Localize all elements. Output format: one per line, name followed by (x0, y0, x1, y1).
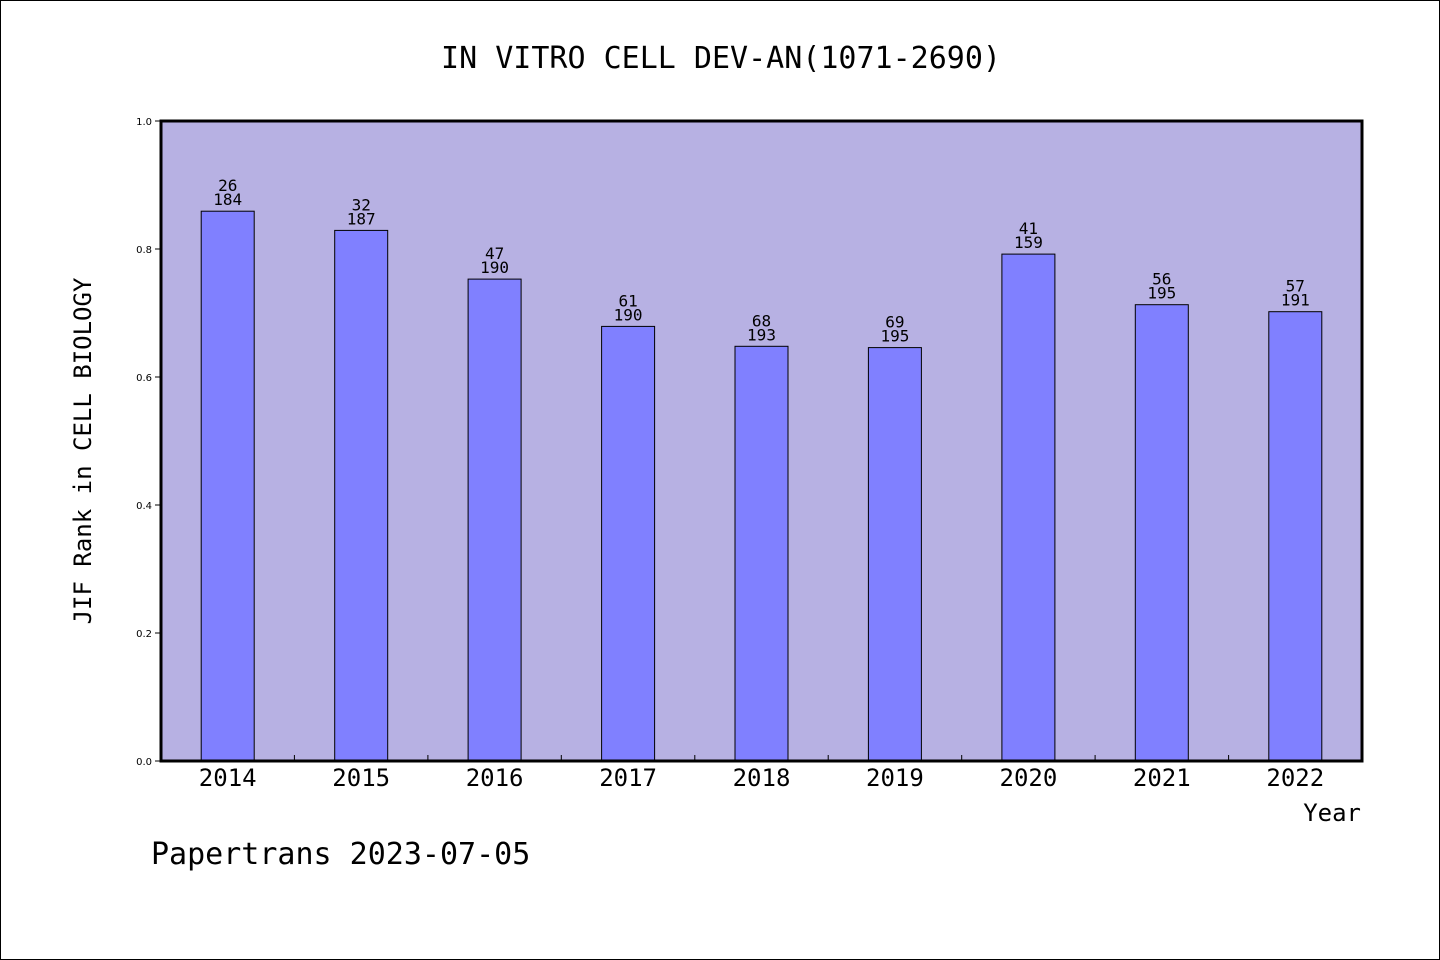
y-tick-label: 0.8 (136, 245, 152, 256)
bar-2017 (601, 325, 656, 762)
bar-label-rank: 56 (1152, 270, 1171, 289)
bar-2015 (334, 229, 389, 762)
bar-label-rank: 57 (1286, 277, 1305, 296)
bar-2016 (467, 278, 522, 762)
bar-label-rank: 26 (218, 176, 237, 195)
x-tick-label: 2020 (1000, 764, 1058, 792)
bar-label-total: 190 (480, 258, 509, 277)
bar-label-total: 191 (1281, 291, 1310, 310)
x-axis-label: Year (1303, 799, 1361, 827)
y-tick-label: 0.2 (136, 629, 152, 640)
x-tick-label: 2017 (599, 764, 657, 792)
bar-label-total: 159 (1014, 233, 1043, 252)
plot-border (159, 119, 1364, 763)
x-tick-label: 2018 (733, 764, 791, 792)
x-tick-label: 2019 (866, 764, 924, 792)
chart-title: IN VITRO CELL DEV-AN(1071-2690) (441, 41, 1001, 76)
x-tick-label: 2022 (1266, 764, 1324, 792)
bar-label-rank: 41 (1019, 219, 1038, 238)
y-tick-label: 0.4 (136, 501, 152, 512)
x-tick-label: 2014 (199, 764, 257, 792)
x-tick-label: 2021 (1133, 764, 1191, 792)
bar-2019 (867, 347, 922, 762)
y-tick-label: 0.0 (136, 757, 152, 768)
bar-label-rank: 32 (352, 195, 371, 214)
x-axis: 2014 2015 2016 2017 2018 2019 2020 2021 2022 (199, 755, 1324, 792)
bar-2020 (1001, 253, 1056, 762)
bar-2018 (734, 345, 789, 762)
x-tick-label: 2016 (466, 764, 524, 792)
bar-label-total: 190 (614, 305, 643, 324)
footer-watermark: Papertrans 2023-07-05 (151, 837, 530, 872)
bar-label-total: 195 (1147, 284, 1176, 303)
bar-label-rank: 47 (485, 244, 504, 263)
bar-2022 (1268, 311, 1323, 762)
y-axis: 0.0 0.2 0.4 0.6 0.8 1.0 (136, 117, 161, 768)
bar-label-rank: 68 (752, 311, 771, 330)
bar-label-total: 195 (880, 327, 909, 346)
y-tick-label: 1.0 (136, 117, 152, 128)
bar-label-total: 187 (347, 209, 376, 228)
bar-2021 (1134, 304, 1189, 762)
bar-label-total: 193 (747, 325, 776, 344)
x-tick-label: 2015 (332, 764, 390, 792)
bar-label-rank: 69 (885, 313, 904, 332)
bar-label-rank: 61 (618, 291, 637, 310)
bar-2014 (200, 210, 255, 762)
y-tick-label: 0.6 (136, 373, 152, 384)
bar-label-total: 184 (213, 190, 242, 209)
bars-layer (200, 210, 1323, 762)
y-axis-label: JIF Rank in CELL BIOLOGY (69, 277, 97, 624)
